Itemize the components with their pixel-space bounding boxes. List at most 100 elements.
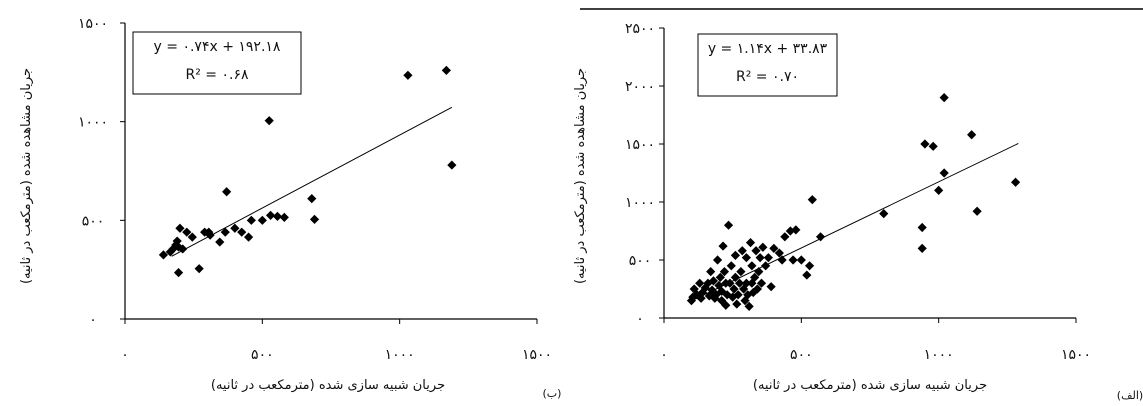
data-point (222, 187, 232, 197)
equation-box (697, 33, 838, 97)
data-point (750, 272, 760, 282)
y-tick-label: ۱۰۰۰ (625, 195, 655, 211)
y-axis-title: جریان مشاهده شده (مترمکعب در ثانیه) (19, 68, 34, 284)
x-tick-label: ۵۰۰ (251, 347, 274, 363)
data-point (711, 290, 721, 300)
data-point (732, 299, 742, 309)
data-point (264, 116, 274, 126)
data-point (173, 268, 184, 278)
r-squared-label: R² = ۰.۶۸ (186, 67, 249, 83)
data-point (696, 293, 706, 303)
data-point (741, 253, 751, 263)
data-point (802, 270, 812, 280)
data-point (695, 278, 705, 288)
y-tick-label: ۱۵۰۰ (625, 137, 655, 153)
data-point (237, 227, 247, 237)
data-point (158, 250, 169, 260)
data-point (309, 214, 320, 224)
data-point (722, 290, 732, 300)
data-point (1010, 177, 1021, 187)
regression-equation: y = ۰.۷۴x + ۱۹۲.۱۸ (154, 39, 281, 55)
data-point (706, 267, 716, 277)
data-point (726, 261, 736, 271)
x-tick-label: ۱۵۰۰ (1061, 347, 1091, 363)
data-point (756, 278, 767, 288)
data-point (205, 230, 215, 240)
x-axis-title: جریان شبیه سازی شده (مترمکعب در ثانیه) (753, 378, 987, 393)
data-point (730, 250, 741, 260)
data-point (747, 278, 757, 288)
data-point (175, 223, 185, 233)
data-point (230, 223, 240, 233)
data-point (766, 282, 776, 292)
regression-equation: y = ۱.۱۴x + ۳۳.۸۳ (708, 41, 828, 57)
panel-label: (ب) (543, 387, 562, 400)
data-point (752, 284, 762, 294)
y-tick-label: ۱۰۰۰ (78, 115, 108, 131)
data-point (187, 232, 197, 242)
y-tick-label: ۰ (636, 311, 644, 327)
data-point (689, 284, 699, 294)
data-point (788, 255, 798, 265)
data-point (686, 296, 697, 306)
data-point (403, 70, 413, 80)
data-point (737, 246, 747, 256)
data-point (265, 210, 276, 220)
data-point (697, 287, 708, 298)
data-point (734, 278, 745, 288)
x-tick-label: ۰ (660, 347, 668, 363)
panel-label: (الف) (1117, 389, 1143, 402)
data-point (715, 272, 725, 282)
data-point (182, 227, 192, 237)
data-point (917, 222, 927, 233)
data-point (704, 291, 714, 301)
data-point (780, 232, 790, 242)
data-point (758, 242, 768, 252)
equation-box (132, 31, 302, 95)
x-tick-label: ۱۵۰۰ (522, 347, 552, 363)
data-point (934, 185, 944, 195)
y-tick-label: ۲۰۰۰ (625, 79, 655, 95)
data-point (928, 141, 938, 151)
data-point (220, 227, 230, 237)
data-point (703, 278, 713, 288)
data-point (748, 287, 758, 298)
data-point (721, 300, 731, 310)
data-point (215, 237, 225, 247)
x-axis-title: جریان شبیه سازی شده (مترمکعب در ثانیه) (211, 378, 445, 393)
data-point (717, 286, 727, 296)
data-point (723, 220, 734, 230)
data-point (700, 283, 710, 293)
data-point (743, 290, 753, 300)
data-point (307, 194, 317, 204)
data-point (777, 255, 787, 265)
data-point (791, 225, 801, 235)
data-point (739, 284, 749, 294)
data-point (879, 209, 889, 219)
data-point (740, 296, 750, 306)
data-point (730, 272, 741, 282)
x-tick-label: ۱۰۰۰ (385, 347, 415, 363)
data-point (272, 211, 283, 221)
y-tick-label: ۵۰۰ (82, 213, 105, 229)
trend-line (171, 106, 453, 257)
data-point (745, 238, 756, 248)
data-point (244, 232, 254, 242)
data-point (729, 284, 739, 294)
data-point (755, 253, 765, 263)
x-tick-label: ۰ (121, 347, 129, 363)
data-point (178, 244, 188, 254)
data-point (717, 296, 727, 306)
data-point (718, 241, 728, 251)
r-squared-label: R² = ۰.۷۰ (736, 69, 799, 85)
data-point (246, 215, 256, 225)
data-point (804, 261, 815, 271)
data-point (279, 212, 289, 222)
data-point (917, 243, 927, 253)
data-point (920, 139, 930, 149)
data-point (719, 267, 730, 277)
data-point (194, 264, 204, 274)
data-point (741, 278, 751, 288)
data-point (747, 261, 757, 271)
data-point (751, 246, 761, 256)
